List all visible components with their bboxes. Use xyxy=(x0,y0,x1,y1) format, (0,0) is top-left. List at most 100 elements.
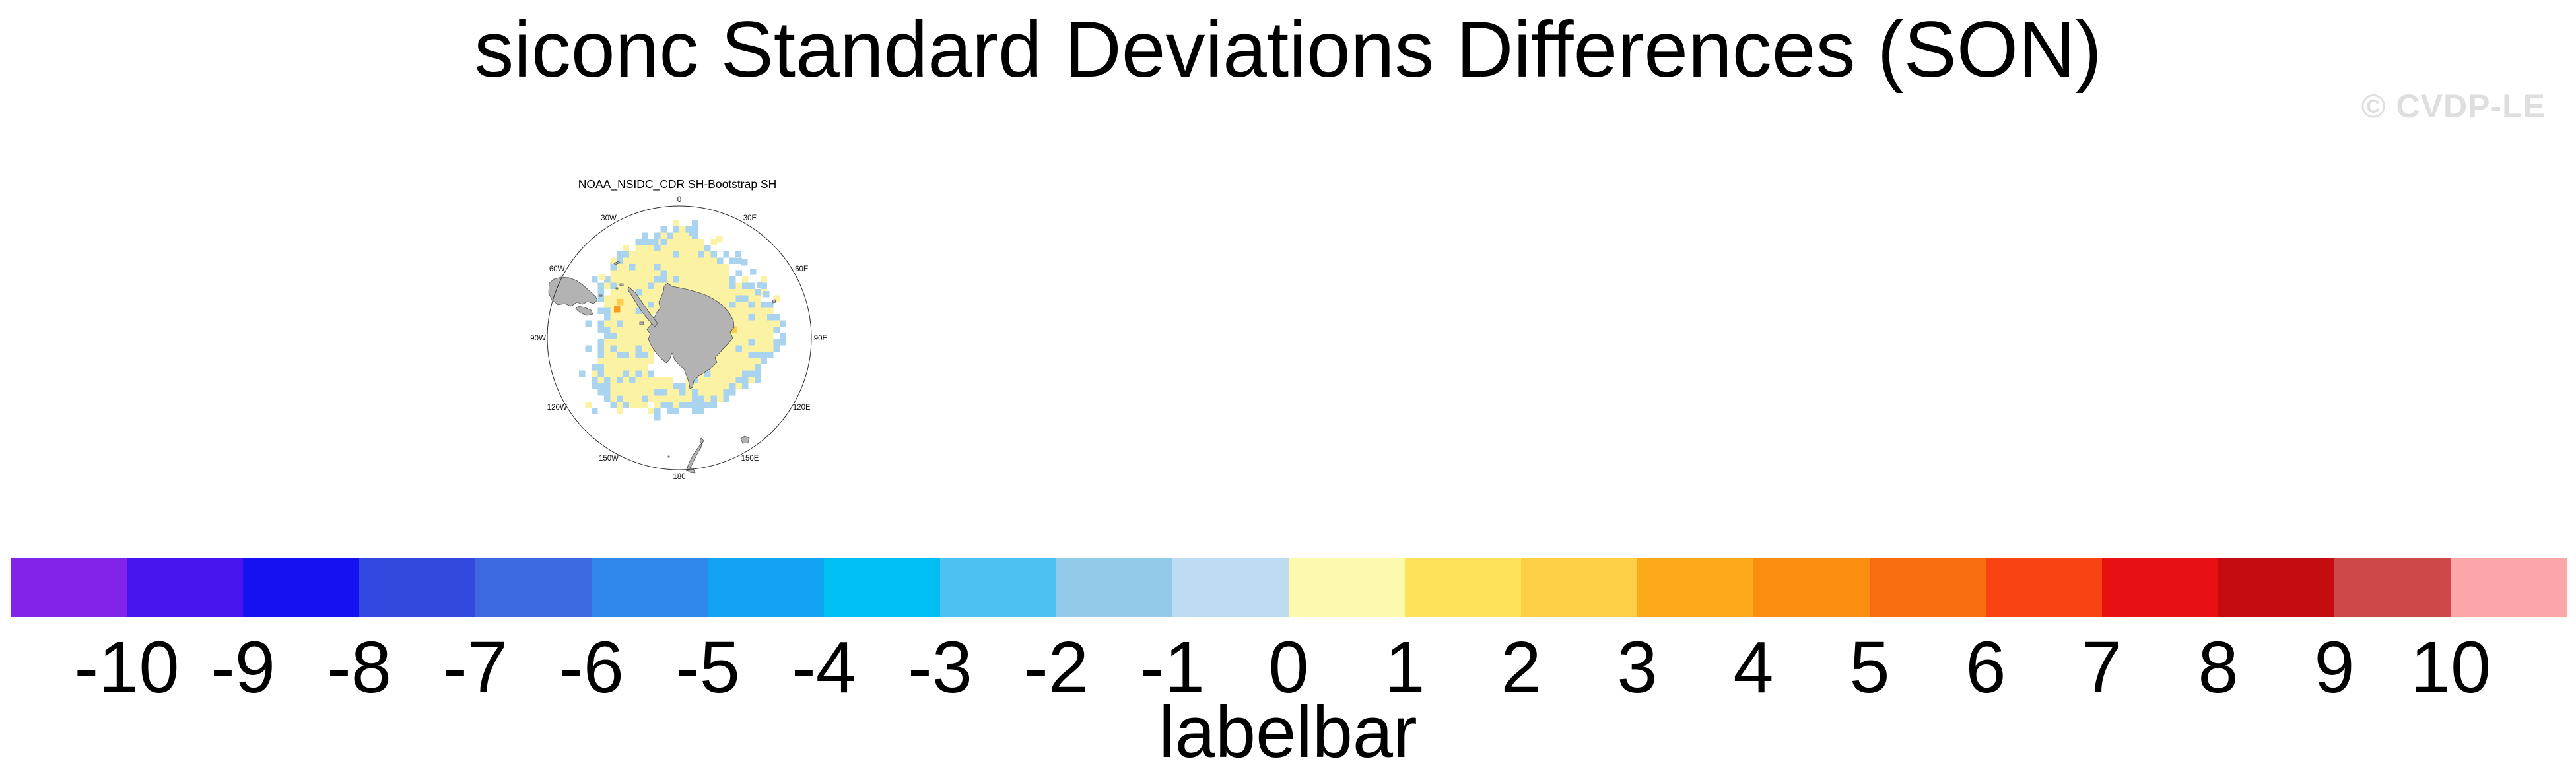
ice-cell xyxy=(648,408,654,414)
ice-cell xyxy=(735,333,742,339)
ice-cell xyxy=(735,295,742,302)
ice-cell xyxy=(610,402,617,408)
ice-cell xyxy=(773,327,780,333)
ice-cell xyxy=(679,257,686,264)
ice-cell xyxy=(698,289,704,296)
ice-cell xyxy=(648,239,654,245)
ice-cell xyxy=(617,377,623,383)
ice-cell xyxy=(698,276,704,283)
ice-cell xyxy=(692,276,698,283)
ice-cell xyxy=(604,314,611,321)
ice-cell xyxy=(623,395,629,402)
ice-cell xyxy=(629,352,636,358)
ice-cell xyxy=(610,333,617,339)
ice-cell xyxy=(685,383,692,389)
ice-cell xyxy=(767,307,774,314)
ice-cell xyxy=(735,339,742,346)
colorbar-box xyxy=(2334,558,2451,617)
ice-cell xyxy=(735,364,742,371)
ice-cell xyxy=(742,364,749,371)
ice-cell xyxy=(642,402,648,408)
ice-cell xyxy=(623,389,629,396)
ice-cell xyxy=(773,339,780,346)
ice-cell xyxy=(742,320,749,327)
colorbar-tick-label: -8 xyxy=(327,627,391,708)
colorbar-box xyxy=(1870,558,1986,617)
colorbar-box xyxy=(2102,558,2218,617)
ice-cell xyxy=(604,345,611,352)
ice-cell xyxy=(604,302,611,308)
south-america-landmass xyxy=(548,276,598,307)
ice-cell xyxy=(597,389,604,396)
ice-cell xyxy=(597,364,604,371)
ice-cell xyxy=(635,282,642,289)
ice-cell xyxy=(735,251,741,257)
longitude-label: 90E xyxy=(814,335,828,342)
ice-cell xyxy=(623,327,629,333)
ice-cell xyxy=(698,245,704,251)
ice-cell xyxy=(742,339,749,346)
ice-cell xyxy=(723,302,729,308)
ice-cell xyxy=(592,276,598,283)
ice-cell xyxy=(667,377,673,383)
ice-cell xyxy=(642,276,648,283)
ice-cell xyxy=(673,402,679,408)
ice-cell xyxy=(604,320,611,327)
ice-cell xyxy=(635,333,642,339)
ice-cell xyxy=(617,327,623,333)
ice-cell xyxy=(652,239,659,245)
ice-cell xyxy=(729,358,736,364)
ice-cell xyxy=(623,333,629,339)
colorbar-tick-label: 10 xyxy=(2410,627,2491,708)
ice-cell xyxy=(629,389,636,396)
ice-cell xyxy=(673,226,679,233)
ice-cell xyxy=(717,276,724,283)
ice-cell xyxy=(767,302,774,308)
ice-cell xyxy=(735,302,742,308)
ice-cell xyxy=(723,395,729,402)
ice-cell xyxy=(729,302,736,308)
ice-cell xyxy=(761,327,767,333)
ice-cell xyxy=(648,302,654,308)
ice-cell xyxy=(685,251,692,258)
colorbar-box xyxy=(1986,558,2102,617)
ice-cell xyxy=(617,299,624,306)
ice-cell xyxy=(604,383,611,389)
colorbar-box xyxy=(127,558,243,617)
ice-cell xyxy=(642,320,648,327)
ice-cell xyxy=(679,402,686,408)
ice-cell xyxy=(597,352,604,358)
ice-cell xyxy=(597,320,604,327)
ice-cell xyxy=(617,333,623,339)
ice-cell xyxy=(623,257,629,264)
ice-cell xyxy=(667,245,673,251)
ice-cell xyxy=(748,314,755,321)
ice-cell xyxy=(642,327,648,333)
ice-cell xyxy=(717,395,724,402)
ice-cell xyxy=(629,307,636,314)
ice-cell xyxy=(735,257,742,264)
colorbar-tick-label: 3 xyxy=(1617,627,1658,708)
ice-cell xyxy=(679,232,686,239)
ice-cell xyxy=(748,327,755,333)
ice-cell xyxy=(654,395,661,402)
ice-cell xyxy=(780,339,786,346)
ice-cell xyxy=(692,232,698,239)
ice-cell xyxy=(635,276,642,283)
ice-cell xyxy=(654,408,661,414)
ice-cell xyxy=(642,245,648,251)
ice-cell xyxy=(742,314,749,321)
ice-cell xyxy=(642,333,648,339)
chart-title: siconc Standard Deviations Differences (… xyxy=(474,5,2102,94)
ice-cell xyxy=(597,307,604,314)
ice-cell xyxy=(648,257,654,264)
colorbar-tick-label: 1 xyxy=(1384,627,1425,708)
longitude-label: 60E xyxy=(795,265,809,273)
ice-cell xyxy=(635,289,642,296)
ice-cell xyxy=(623,352,629,358)
ice-cell xyxy=(723,352,729,358)
ice-cell xyxy=(610,282,617,289)
ice-cell xyxy=(704,377,711,383)
ice-cell xyxy=(729,307,736,314)
ice-cell xyxy=(763,291,770,298)
